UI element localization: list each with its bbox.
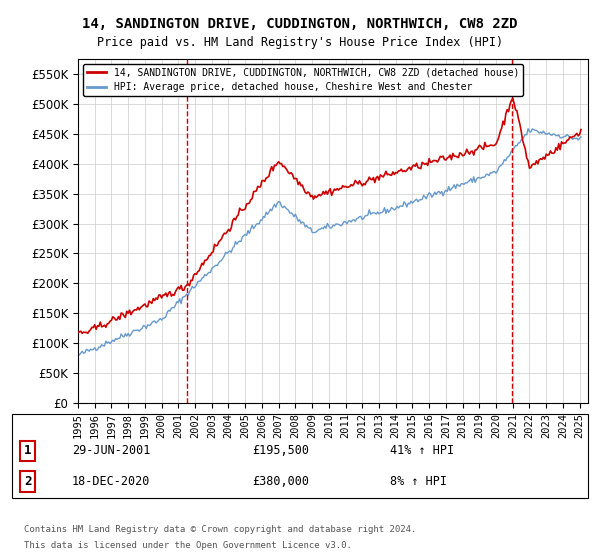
Text: This data is licensed under the Open Government Licence v3.0.: This data is licensed under the Open Gov… [24, 542, 352, 550]
Text: 2: 2 [508, 73, 516, 86]
Text: 8% ↑ HPI: 8% ↑ HPI [390, 475, 447, 488]
Text: 1: 1 [183, 73, 190, 86]
Text: 29-JUN-2001: 29-JUN-2001 [72, 444, 151, 458]
Text: £380,000: £380,000 [252, 475, 309, 488]
Text: Price paid vs. HM Land Registry's House Price Index (HPI): Price paid vs. HM Land Registry's House … [97, 36, 503, 49]
Text: 2: 2 [24, 475, 32, 488]
Legend: 14, SANDINGTON DRIVE, CUDDINGTON, NORTHWICH, CW8 2ZD (detached house), HPI: Aver: 14, SANDINGTON DRIVE, CUDDINGTON, NORTHW… [83, 64, 523, 96]
Text: 1: 1 [24, 444, 32, 458]
Text: 14, SANDINGTON DRIVE, CUDDINGTON, NORTHWICH, CW8 2ZD: 14, SANDINGTON DRIVE, CUDDINGTON, NORTHW… [82, 17, 518, 31]
Text: 18-DEC-2020: 18-DEC-2020 [72, 475, 151, 488]
Text: 41% ↑ HPI: 41% ↑ HPI [390, 444, 454, 458]
Text: Contains HM Land Registry data © Crown copyright and database right 2024.: Contains HM Land Registry data © Crown c… [24, 525, 416, 534]
Text: £195,500: £195,500 [252, 444, 309, 458]
